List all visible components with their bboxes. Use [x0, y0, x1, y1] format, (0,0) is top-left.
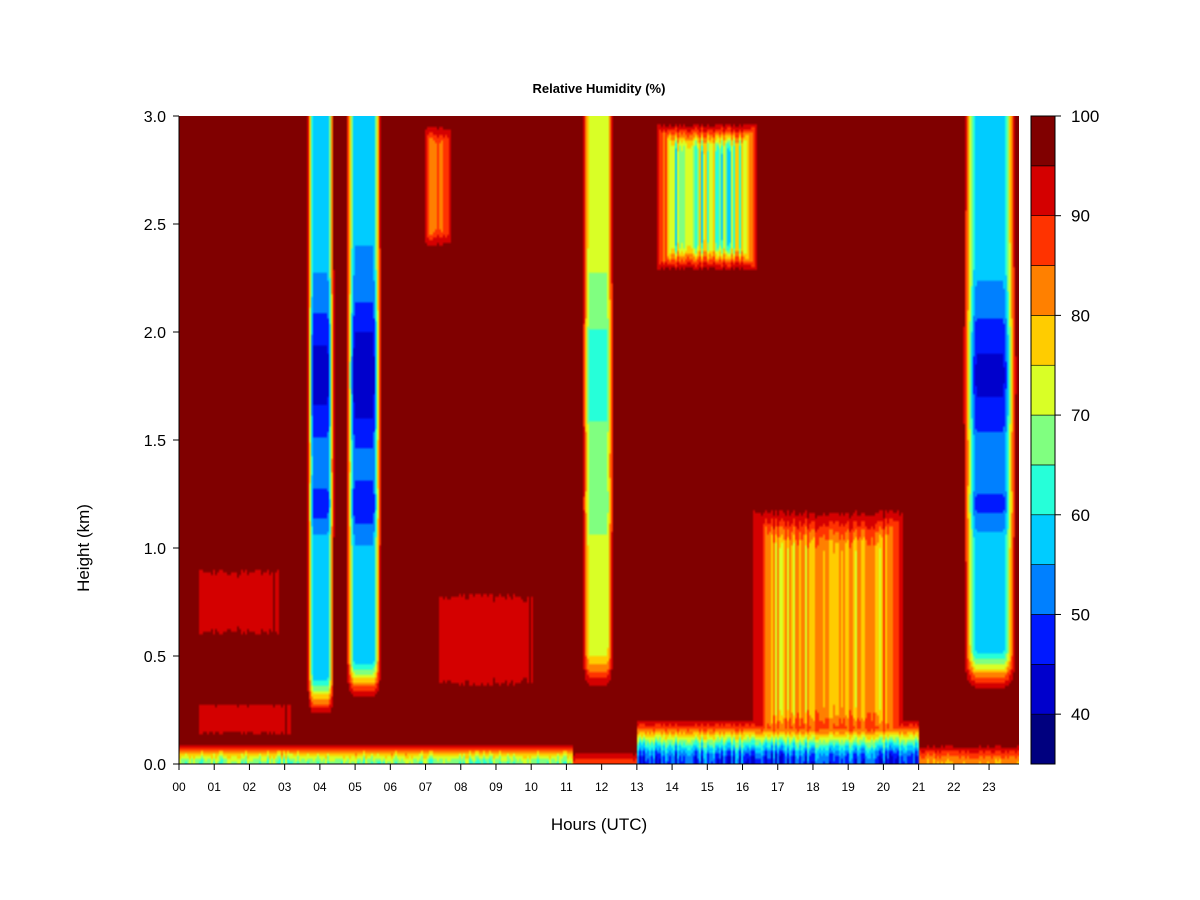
colorbar-segment [1030, 215, 1056, 266]
x-tick-label: 18 [806, 780, 820, 794]
x-tick-label: 12 [595, 780, 609, 794]
x-tick-label: 22 [947, 780, 961, 794]
x-axis-label: Hours (UTC) [551, 815, 647, 834]
colorbar-segment [1030, 115, 1056, 167]
x-tick-label: 11 [560, 780, 573, 794]
x-tick-label: 20 [877, 780, 891, 794]
colorbar-segment [1030, 713, 1056, 765]
x-tick-label: 17 [771, 780, 785, 794]
x-tick-label: 09 [489, 780, 503, 794]
colorbar-segment [1030, 664, 1056, 715]
x-tick-label: 06 [384, 780, 398, 794]
y-tick-label: 0.0 [144, 757, 166, 774]
colorbar-tick-label: 80 [1071, 306, 1090, 325]
colorbar-segment [1030, 165, 1056, 216]
x-tick-label: 07 [419, 780, 433, 794]
colorbar-tick-label: 100 [1071, 107, 1099, 126]
y-tick-label: 2.5 [144, 217, 166, 234]
colorbar-segment [1030, 315, 1056, 366]
x-tick-label: 00 [172, 780, 186, 794]
chart-title: Relative Humidity (%) [533, 81, 666, 96]
colorbar-segment [1030, 514, 1056, 565]
x-tick-label: 19 [842, 780, 856, 794]
x-axis: 00 01 02 03 04 05 06 07 08 09 10 11 12 13 14 15 16 17 18 19… [172, 763, 1019, 794]
colorbar-segment [1030, 364, 1056, 416]
colorbar-segment [1030, 265, 1056, 316]
x-tick-label: 13 [630, 780, 644, 794]
y-axis-label: Height (km) [74, 504, 93, 592]
x-tick-label: 08 [454, 780, 468, 794]
colorbar-tick-label: 60 [1071, 506, 1090, 525]
colorbar-frame [1030, 115, 1056, 765]
x-tick-label: 02 [243, 780, 257, 794]
x-tick-label: 21 [912, 780, 926, 794]
x-tick-label: 05 [348, 780, 362, 794]
y-tick-label: 1.0 [144, 541, 166, 558]
x-tick-label: 23 [982, 780, 996, 794]
x-tick-label: 15 [701, 780, 715, 794]
colorbar-segment [1030, 464, 1056, 516]
colorbar-segment [1030, 564, 1056, 615]
colorbar-tick-label: 70 [1071, 406, 1090, 425]
x-tick-label: 03 [278, 780, 292, 794]
heatmap-field [179, 116, 1019, 764]
x-tick-label: 01 [208, 780, 222, 794]
y-tick-label: 2.0 [144, 325, 166, 342]
x-tick-label: 16 [736, 780, 750, 794]
y-tick-label: 0.5 [144, 649, 166, 666]
colorbar-segment [1030, 414, 1056, 466]
x-tick-label: 10 [525, 780, 539, 794]
x-tick-label: 14 [665, 780, 679, 794]
colorbar-tick-label: 50 [1071, 605, 1090, 624]
y-axis: 0.0 0.5 1.0 1.5 2.0 2.5 3.0 [144, 109, 180, 774]
colorbar-tick-label: 40 [1071, 705, 1090, 724]
colorbar-segment [1030, 614, 1056, 665]
colorbar [1030, 115, 1056, 765]
y-tick-label: 1.5 [144, 433, 166, 450]
y-tick-label: 3.0 [144, 109, 166, 126]
heatmap-plot-area [179, 116, 1019, 764]
colorbar-tick-label: 90 [1071, 207, 1090, 226]
colorbar-ticks: 40 50 60 70 80 90 100 [1055, 107, 1099, 724]
x-tick-label: 04 [313, 780, 327, 794]
